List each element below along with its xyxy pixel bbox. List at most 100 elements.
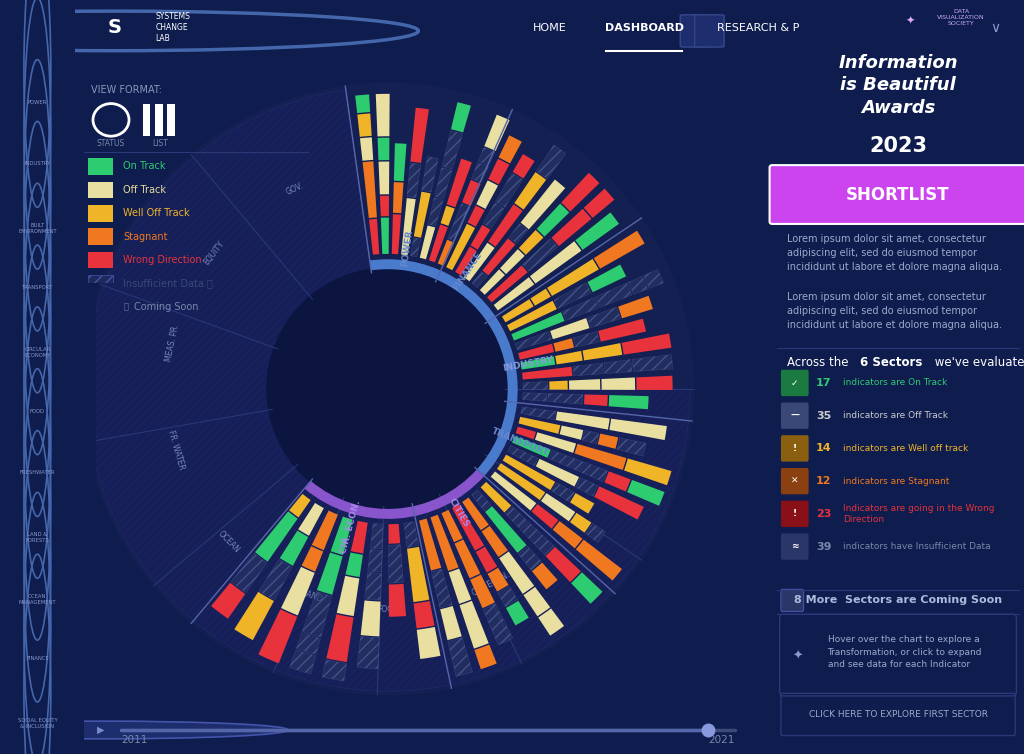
- Text: Well Off Track: Well Off Track: [123, 208, 190, 218]
- Text: VIEW FORMAT:: VIEW FORMAT:: [91, 85, 162, 95]
- FancyBboxPatch shape: [781, 403, 809, 429]
- Wedge shape: [281, 567, 314, 615]
- Text: SOCIAL EQUITY
& INCLUSION: SOCIAL EQUITY & INCLUSION: [17, 718, 57, 728]
- Wedge shape: [559, 425, 584, 440]
- Wedge shape: [490, 471, 537, 510]
- Wedge shape: [575, 213, 618, 250]
- Bar: [88, 228, 114, 245]
- Wedge shape: [594, 231, 645, 268]
- Wedge shape: [380, 196, 389, 216]
- Text: 6 Sectors: 6 Sectors: [860, 356, 923, 369]
- Wedge shape: [474, 645, 497, 670]
- Wedge shape: [337, 576, 359, 616]
- Wedge shape: [480, 269, 505, 295]
- Wedge shape: [411, 108, 429, 163]
- Wedge shape: [569, 379, 600, 390]
- Wedge shape: [211, 583, 246, 619]
- Text: STATUS: STATUS: [97, 139, 125, 149]
- Wedge shape: [553, 521, 583, 548]
- Wedge shape: [553, 339, 574, 351]
- Wedge shape: [488, 204, 522, 247]
- Text: Across the: Across the: [787, 356, 852, 369]
- Wedge shape: [462, 180, 480, 206]
- Circle shape: [0, 721, 289, 739]
- Wedge shape: [317, 553, 343, 595]
- Text: On Track: On Track: [123, 161, 166, 171]
- Wedge shape: [523, 587, 550, 616]
- Wedge shape: [497, 463, 545, 500]
- FancyBboxPatch shape: [781, 501, 809, 527]
- Wedge shape: [369, 219, 379, 255]
- Wedge shape: [507, 301, 557, 331]
- Text: DATA
VISUALIZATION
SOCIETY: DATA VISUALIZATION SOCIETY: [937, 9, 985, 26]
- Text: RESEARCH & P: RESEARCH & P: [717, 23, 800, 33]
- FancyBboxPatch shape: [680, 15, 710, 47]
- Wedge shape: [351, 521, 368, 553]
- Bar: [155, 103, 163, 136]
- Wedge shape: [476, 547, 498, 572]
- Text: POWER: POWER: [28, 100, 47, 105]
- Wedge shape: [449, 569, 471, 604]
- Wedge shape: [414, 601, 434, 628]
- Wedge shape: [331, 516, 352, 555]
- Wedge shape: [531, 562, 558, 590]
- Wedge shape: [518, 344, 554, 360]
- Wedge shape: [304, 469, 484, 519]
- Text: 17: 17: [816, 378, 831, 388]
- Text: 12: 12: [816, 476, 831, 486]
- Text: GOV.: GOV.: [285, 181, 305, 197]
- Wedge shape: [377, 498, 520, 691]
- Wedge shape: [604, 471, 631, 492]
- Wedge shape: [194, 90, 371, 296]
- Wedge shape: [86, 286, 274, 442]
- Bar: [88, 275, 114, 292]
- Wedge shape: [575, 477, 598, 496]
- Wedge shape: [487, 265, 527, 302]
- Wedge shape: [548, 394, 583, 404]
- Wedge shape: [274, 501, 384, 691]
- Wedge shape: [388, 524, 400, 544]
- Wedge shape: [103, 158, 310, 348]
- Text: indicators are On Track: indicators are On Track: [843, 379, 947, 388]
- Text: Wrong Direction: Wrong Direction: [123, 255, 202, 265]
- Wedge shape: [365, 572, 382, 600]
- Wedge shape: [574, 444, 627, 470]
- Wedge shape: [508, 446, 539, 466]
- Text: indicators are Off Track: indicators are Off Track: [843, 411, 947, 420]
- Wedge shape: [598, 319, 646, 342]
- Wedge shape: [90, 410, 295, 584]
- Text: 2021: 2021: [709, 735, 734, 745]
- Text: CITIES: CITIES: [447, 496, 471, 529]
- Wedge shape: [583, 431, 599, 444]
- Wedge shape: [483, 604, 513, 645]
- Wedge shape: [255, 511, 298, 562]
- Wedge shape: [573, 331, 599, 348]
- Wedge shape: [388, 544, 403, 583]
- Wedge shape: [371, 523, 383, 549]
- Wedge shape: [482, 238, 515, 275]
- Wedge shape: [496, 173, 522, 207]
- Wedge shape: [362, 161, 377, 218]
- Wedge shape: [462, 498, 488, 530]
- Wedge shape: [554, 283, 591, 308]
- Wedge shape: [539, 608, 564, 636]
- Wedge shape: [431, 569, 453, 608]
- Wedge shape: [452, 504, 484, 550]
- Wedge shape: [552, 483, 574, 501]
- Wedge shape: [531, 504, 558, 529]
- Text: LAND: LAND: [301, 588, 324, 604]
- Wedge shape: [519, 230, 544, 255]
- Text: Stagnant: Stagnant: [123, 231, 168, 241]
- Bar: [88, 182, 114, 198]
- Wedge shape: [598, 434, 618, 449]
- Wedge shape: [494, 277, 535, 311]
- Wedge shape: [360, 600, 381, 636]
- Wedge shape: [468, 206, 484, 227]
- Wedge shape: [357, 636, 379, 669]
- Wedge shape: [437, 240, 454, 266]
- Wedge shape: [514, 172, 546, 210]
- Text: LAND &
FORESTS: LAND & FORESTS: [26, 532, 49, 543]
- Wedge shape: [379, 161, 389, 195]
- Text: indicators are Stagnant: indicators are Stagnant: [843, 477, 949, 486]
- Wedge shape: [442, 130, 463, 169]
